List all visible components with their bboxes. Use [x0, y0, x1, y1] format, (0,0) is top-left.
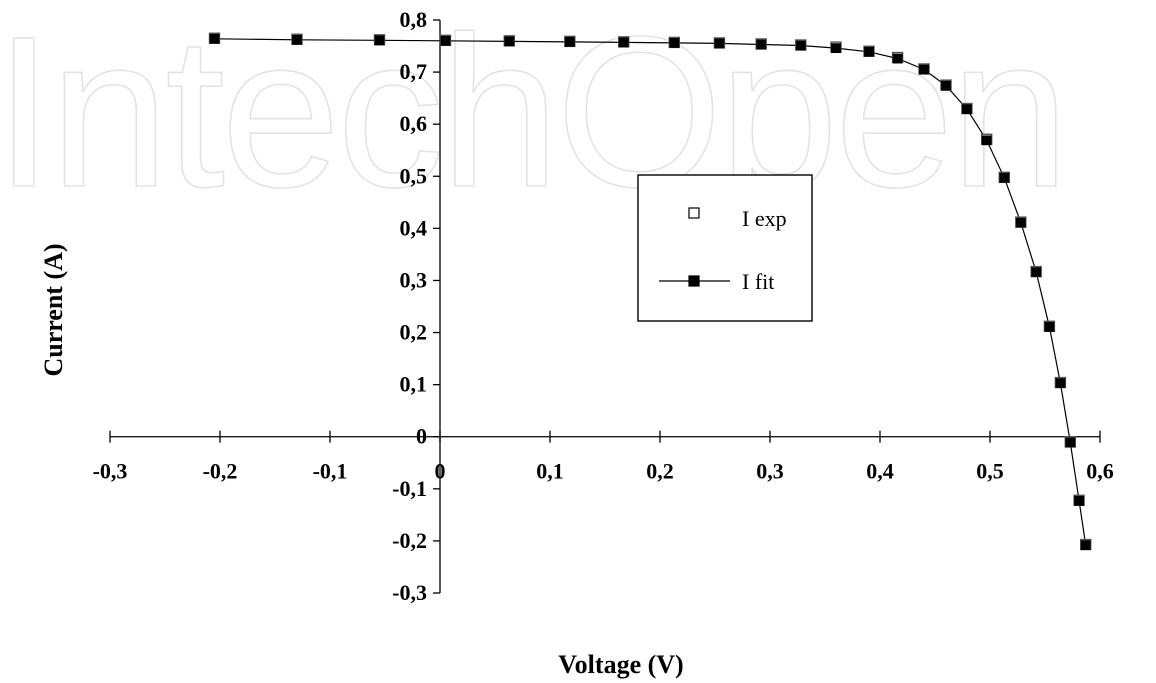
- fit-line: [214, 38, 1087, 546]
- y-axis-title: Current (A): [39, 243, 68, 376]
- legend-exp-label: I exp: [742, 206, 787, 231]
- legend-box: [637, 174, 813, 322]
- x-axis-title: Voltage (V): [558, 650, 683, 679]
- y-tick-label: 0,5: [400, 163, 428, 188]
- fit-point: [962, 104, 972, 114]
- legend-fit-marker: [688, 275, 700, 287]
- fit-point: [892, 53, 903, 64]
- fit-point: [756, 39, 767, 50]
- fit-point: [374, 35, 385, 46]
- fit-point: [831, 43, 841, 54]
- y-tick-label: -0,3: [392, 580, 427, 605]
- x-tick-label: -0,1: [313, 459, 348, 484]
- fit-point: [864, 46, 874, 57]
- y-tick-label: 0,6: [400, 111, 428, 136]
- y-tick-label: 0,3: [400, 267, 428, 292]
- x-tick-labels: -0,3 -0,2 -0,1 0 0,1 0,2 0,3 0,4 0,5 0,6: [93, 459, 1114, 484]
- fit-point: [618, 37, 629, 48]
- fit-point: [1080, 540, 1091, 550]
- legend-fit-label: I fit: [742, 269, 774, 294]
- y-tick-label: 0,1: [400, 372, 428, 397]
- y-tick-label: -0,2: [392, 528, 427, 553]
- y-tick-labels: -0,3 -0,2 -0,1 0 0,1 0,2 0,3 0,4 0,5 0,6 0,7 0,8: [392, 7, 427, 605]
- x-tick-label: 0,1: [536, 459, 564, 484]
- axes: [109, 19, 1101, 594]
- y-tick-label: 0,2: [400, 320, 428, 345]
- y-tick-label: 0: [416, 424, 427, 449]
- x-tick-label: -0,3: [93, 459, 128, 484]
- x-tick-label: 0,3: [756, 459, 784, 484]
- x-tick-label: 0,4: [866, 459, 894, 484]
- fit-point: [440, 35, 451, 46]
- y-tick-label: 0,4: [400, 215, 428, 240]
- fit-point: [564, 36, 575, 47]
- fit-curve: [214, 38, 1087, 546]
- y-tick-label: 0,8: [400, 7, 428, 32]
- fit-point: [292, 34, 302, 45]
- fit-point: [1031, 267, 1042, 278]
- legend-exp-marker: [688, 207, 700, 219]
- fit-point: [795, 40, 806, 51]
- fit-point: [1055, 378, 1066, 388]
- fit-point: [919, 64, 929, 75]
- fit-point: [981, 135, 992, 146]
- fit-point: [714, 38, 725, 49]
- fit-point: [209, 33, 220, 44]
- y-tick-label: 0,7: [400, 59, 428, 84]
- fit-point: [941, 80, 951, 91]
- watermark-logo: IntechOpen: [0, 0, 1066, 232]
- x-tick-label: 0: [435, 459, 446, 484]
- x-tick-label: 0,2: [646, 459, 674, 484]
- y-tick-label: -0,1: [392, 476, 427, 501]
- fit-point: [1065, 437, 1076, 448]
- fit-point: [1074, 495, 1084, 506]
- data-markers: [208, 32, 1092, 551]
- fit-point: [669, 38, 680, 48]
- fit-point: [504, 36, 515, 47]
- x-tick-label: 0,6: [1086, 459, 1114, 484]
- fit-point: [1015, 217, 1026, 228]
- x-tick-label: 0,5: [976, 459, 1004, 484]
- x-tick-label: -0,2: [203, 459, 238, 484]
- legend: I exp I fit: [637, 174, 813, 322]
- fit-point: [999, 172, 1010, 183]
- fit-point: [1044, 321, 1055, 332]
